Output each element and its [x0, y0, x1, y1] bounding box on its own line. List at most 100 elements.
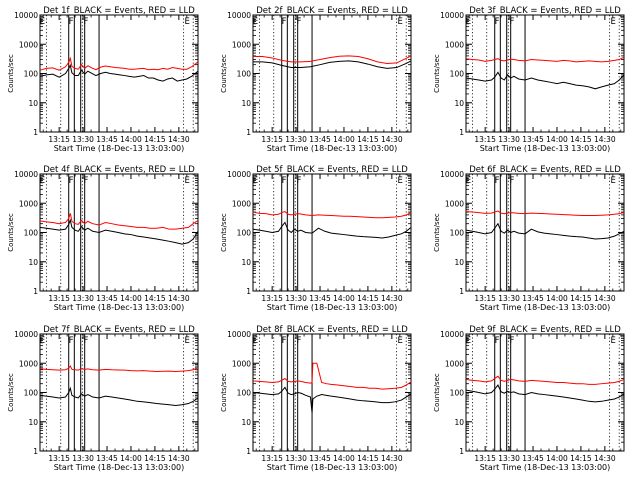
series-line-lld	[252, 210, 412, 219]
x-tick-label: 14:00	[546, 454, 568, 463]
y-tick-label: 1000	[232, 199, 251, 208]
y-tick-label: 10000	[227, 330, 251, 339]
y-axis-label: Counts/sec	[220, 54, 228, 93]
series-line-lld	[253, 55, 412, 64]
panel-title: Det 4f_BLACK = Events, RED = LLD	[43, 165, 195, 175]
marker-label: F	[69, 176, 74, 186]
marker-label: E	[397, 336, 402, 346]
panel-title: Det 1f_BLACK = Events, RED = LLD	[43, 6, 195, 16]
panel-9: Det 9f_BLACK = Events, RED = LLD 1 10 100 10…	[433, 325, 625, 472]
panel-title: Det 9f_BLACK = Events, RED = LLD	[469, 325, 621, 335]
marker-label: F	[495, 336, 500, 346]
y-tick-label: 1000	[19, 359, 38, 368]
y-tick-label: 100	[24, 389, 39, 398]
y-tick-label: 100	[450, 389, 465, 398]
marker-label: F	[297, 176, 302, 186]
marker-label: F	[282, 17, 287, 27]
marker-label: F	[69, 17, 74, 27]
y-tick-label: 1	[33, 128, 38, 137]
x-tick-label: 14:30	[594, 135, 616, 144]
y-tick-label: 1	[459, 447, 464, 456]
y-axis-label: Counts/sec	[7, 373, 15, 412]
y-axis-label: Counts/sec	[433, 54, 441, 93]
x-tick-label: 14:00	[120, 454, 142, 463]
x-tick-label: 13:45	[522, 294, 544, 303]
marker-label: F	[69, 336, 74, 346]
x-tick-label: 14:00	[546, 294, 568, 303]
marker-label: E	[40, 336, 45, 346]
panel-5: Det 5f_BLACK = Events, RED = LLD 1 10 100 10…	[220, 165, 412, 312]
x-tick-label: 14:15	[144, 294, 166, 303]
x-tick-label: 13:30	[498, 294, 520, 303]
marker-label: E	[184, 17, 189, 27]
x-tick-label: 14:15	[357, 135, 379, 144]
panel-4: Det 4f_BLACK = Events, RED = LLD 1 10 100 10…	[7, 165, 199, 312]
x-tick-label: 13:15	[261, 454, 283, 463]
series-line-events	[465, 71, 625, 90]
panel-6: Det 6f_BLACK = Events, RED = LLD 1 10 100 10…	[433, 165, 625, 312]
plot-frame	[39, 333, 199, 452]
marker-label: E	[253, 336, 258, 346]
series-line-lld	[465, 210, 625, 217]
marker-label: E	[466, 17, 471, 27]
x-tick-label: 14:00	[333, 454, 355, 463]
x-tick-label: 14:30	[168, 294, 190, 303]
marker-label: F	[495, 17, 500, 27]
x-tick-label: 14:00	[333, 294, 355, 303]
panel-2: Det 2f_BLACK = Events, RED = LLD 1 10 100 10…	[220, 6, 412, 153]
marker-label: E	[466, 336, 471, 346]
x-tick-label: 13:30	[72, 294, 94, 303]
y-tick-label: 1000	[445, 359, 464, 368]
marker-label: E	[610, 176, 615, 186]
panel-1: Det 1f_BLACK = Events, RED = LLD 1 10 100 10…	[7, 6, 199, 153]
series-line-lld	[465, 375, 625, 385]
panel-title: Det 7f_BLACK = Events, RED = LLD	[43, 325, 195, 335]
series-line-events	[39, 218, 199, 245]
x-tick-label: 13:15	[261, 135, 283, 144]
y-tick-label: 1	[246, 447, 251, 456]
x-tick-label: 14:30	[594, 294, 616, 303]
plot-frame	[252, 173, 412, 292]
y-tick-label: 1	[33, 287, 38, 296]
series-line-events	[252, 221, 412, 239]
y-tick-label: 10000	[227, 11, 251, 20]
x-tick-label: 13:45	[309, 454, 331, 463]
y-axis-label: Counts/sec	[220, 373, 228, 412]
series-line-lld	[39, 213, 199, 230]
plot-frame	[465, 14, 625, 133]
y-tick-label: 1000	[232, 359, 251, 368]
series-line-events	[39, 63, 199, 82]
marker-label: E	[253, 176, 258, 186]
x-tick-label: 14:30	[594, 454, 616, 463]
x-tick-label: 14:00	[333, 135, 355, 144]
y-tick-label: 1000	[232, 40, 251, 49]
panel-title: Det 2f_BLACK = Events, RED = LLD	[256, 6, 408, 16]
x-axis-label: Start Time (18-Dec-13 13:03:00)	[267, 463, 398, 472]
x-tick-label: 13:15	[474, 135, 496, 144]
series-line-events	[465, 384, 625, 403]
marker-label: F	[282, 176, 287, 186]
y-tick-label: 1000	[19, 199, 38, 208]
y-tick-label: 10000	[14, 170, 38, 179]
panel-title: Det 5f_BLACK = Events, RED = LLD	[256, 165, 408, 175]
y-tick-label: 1000	[445, 40, 464, 49]
series-line-lld	[252, 362, 412, 390]
y-tick-label: 1000	[19, 40, 38, 49]
marker-label: E	[466, 176, 471, 186]
x-tick-label: 14:00	[546, 135, 568, 144]
plot-frame	[252, 333, 412, 452]
panel-7: Det 7f_BLACK = Events, RED = LLD 1 10 100 10…	[7, 325, 199, 472]
marker-label: F	[297, 17, 302, 27]
x-tick-label: 14:15	[144, 454, 166, 463]
y-tick-label: 1	[33, 447, 38, 456]
plot-frame	[252, 14, 412, 133]
series-line-events	[252, 386, 412, 413]
x-tick-label: 13:45	[96, 294, 118, 303]
x-axis-label: Start Time (18-Dec-13 13:03:00)	[54, 463, 185, 472]
x-tick-label: 14:30	[381, 294, 403, 303]
x-tick-label: 14:15	[357, 294, 379, 303]
y-tick-label: 100	[450, 70, 465, 79]
y-tick-label: 100	[24, 229, 39, 238]
x-tick-label: 14:15	[570, 135, 592, 144]
